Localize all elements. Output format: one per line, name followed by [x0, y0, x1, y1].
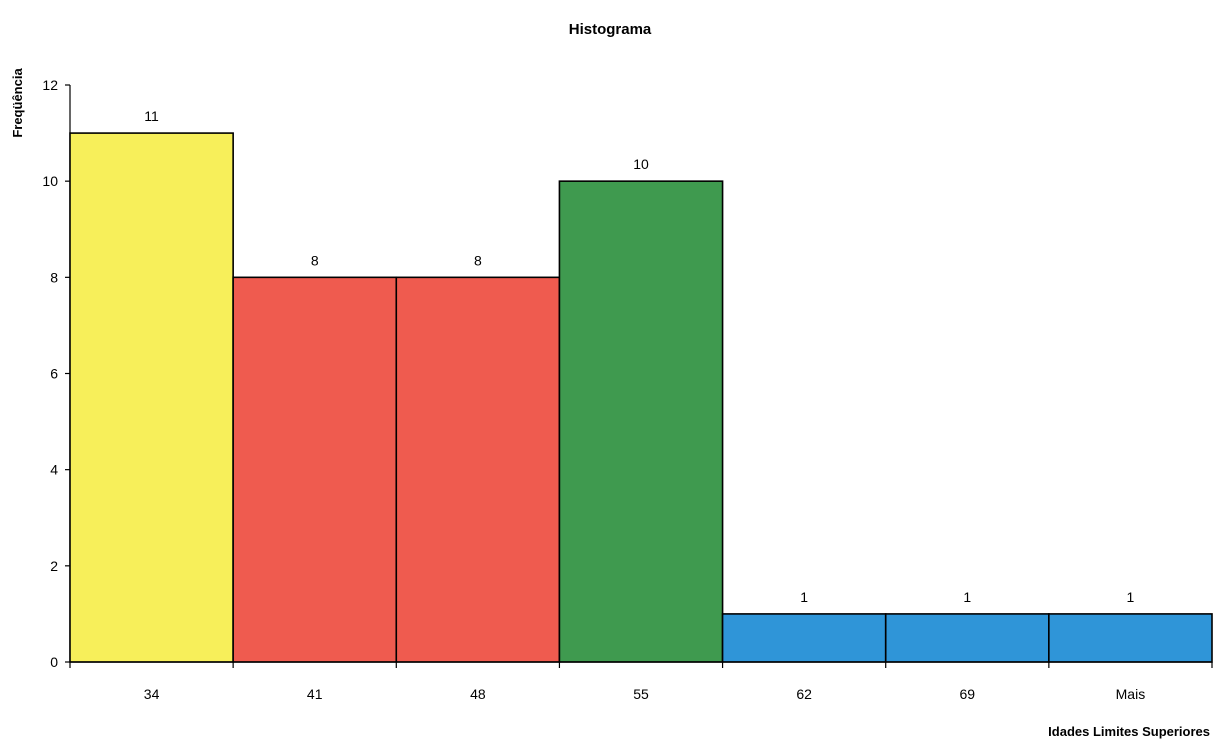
y-tick-label: 10	[42, 173, 58, 189]
x-tick-label: 41	[307, 686, 323, 702]
bar-data-label: 1	[800, 589, 808, 605]
x-tick-label: 55	[633, 686, 649, 702]
x-tick-label: Mais	[1116, 686, 1146, 702]
x-tick-label: 62	[796, 686, 812, 702]
x-tick-label: 48	[470, 686, 486, 702]
histogram-bar	[396, 277, 559, 662]
histogram-bar	[233, 277, 396, 662]
bar-data-label: 8	[474, 252, 482, 268]
x-axis-label: Idades Limites Superiores	[1048, 724, 1210, 739]
histogram-bar	[723, 614, 886, 662]
histogram-bar	[886, 614, 1049, 662]
chart-title: Histograma	[569, 21, 652, 38]
y-tick-label: 6	[50, 366, 58, 382]
bar-data-label: 1	[963, 589, 971, 605]
bar-data-label: 8	[311, 252, 319, 268]
y-tick-label: 0	[50, 654, 58, 670]
bar-data-label: 1	[1127, 589, 1135, 605]
x-tick-label: 69	[959, 686, 975, 702]
histogram-bar	[1049, 614, 1212, 662]
histogram-bar	[559, 181, 722, 662]
histogram-bar	[70, 133, 233, 662]
bar-data-label: 11	[144, 108, 159, 124]
bar-data-label: 10	[633, 156, 649, 172]
y-axis-label: Freqüência	[10, 68, 25, 138]
y-tick-label: 8	[50, 269, 58, 285]
y-tick-label: 4	[50, 462, 58, 478]
x-tick-label: 34	[144, 686, 160, 702]
y-tick-label: 2	[50, 558, 58, 574]
y-tick-label: 12	[42, 77, 58, 93]
